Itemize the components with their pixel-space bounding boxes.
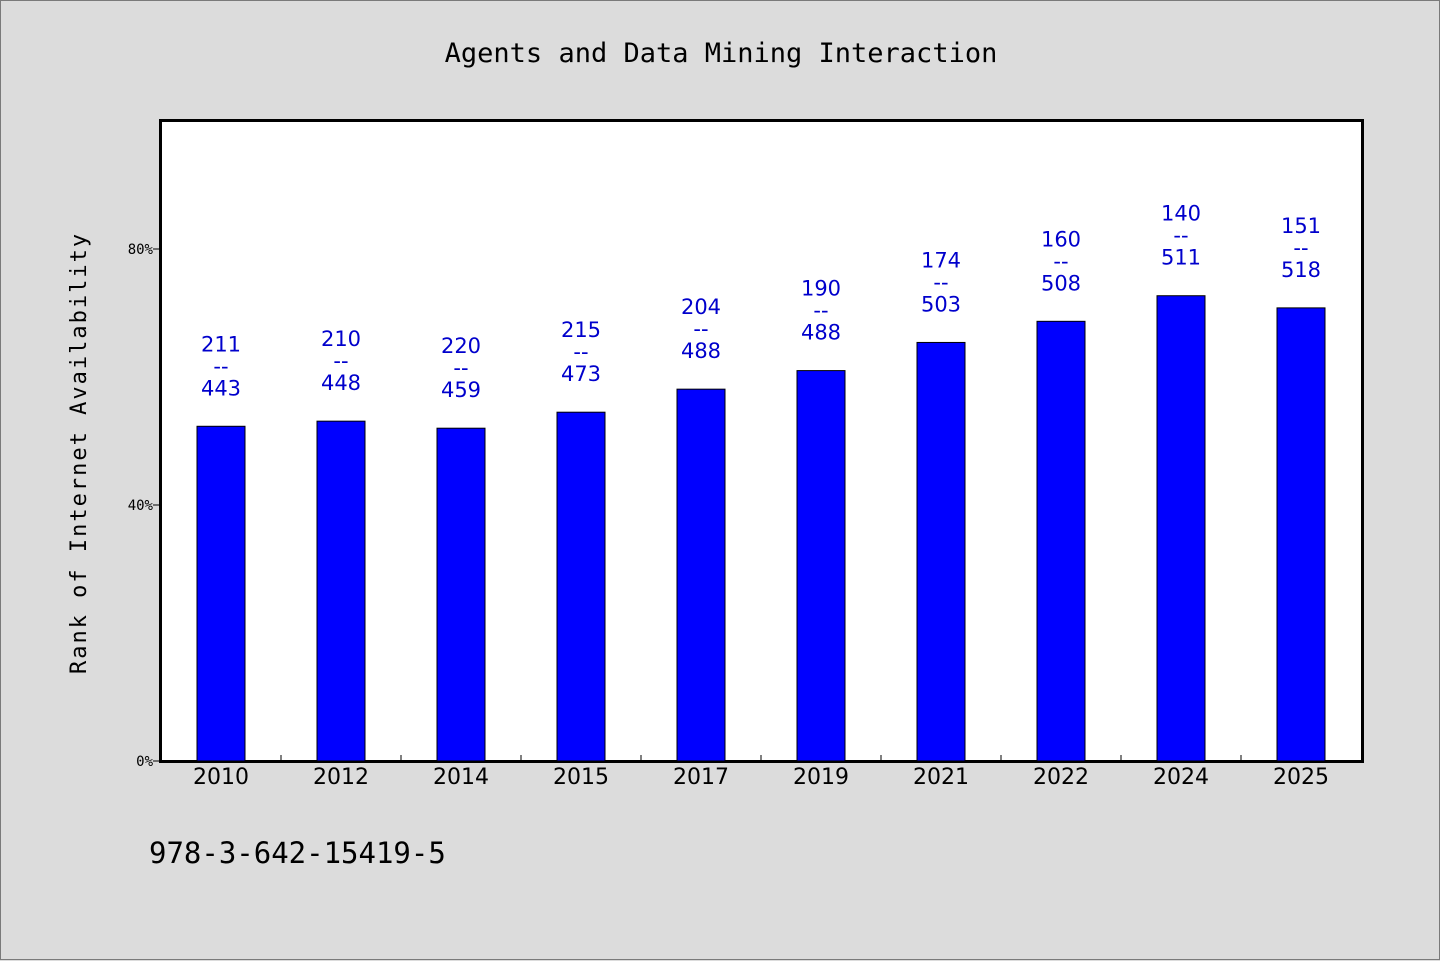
bar xyxy=(676,388,726,762)
bar-series xyxy=(196,295,1326,762)
data-label: 488 xyxy=(681,339,721,363)
data-label: -- xyxy=(453,356,468,380)
bar xyxy=(436,427,486,762)
bar xyxy=(1036,320,1086,762)
x-tick-label: 2015 xyxy=(553,765,609,790)
data-label: 151 xyxy=(1281,214,1321,238)
data-labels: 211--443210--448220--459215--473204--488… xyxy=(201,202,1321,402)
x-axis-labels: 2010 2012 2014 2015 2017 2019 2021 2022 2024 2025 xyxy=(193,765,1329,790)
x-tick-label: 2017 xyxy=(673,765,729,790)
isbn-footer: 978-3-642-15419-5 xyxy=(149,836,446,870)
data-label: 488 xyxy=(801,321,841,345)
data-label: -- xyxy=(573,340,588,364)
x-axis-ticks xyxy=(280,755,1242,761)
y-tick-label: 80% xyxy=(128,242,154,258)
data-label: -- xyxy=(1053,249,1068,273)
y-tick-label: 0% xyxy=(136,754,153,770)
data-label: -- xyxy=(1173,224,1188,248)
bar xyxy=(1156,295,1206,762)
y-axis-label: Rank of Internet Availability xyxy=(67,232,92,674)
data-label: 204 xyxy=(681,295,721,319)
x-tick-label: 2022 xyxy=(1033,765,1089,790)
data-label: -- xyxy=(693,317,708,341)
chart-title: Agents and Data Mining Interaction xyxy=(445,38,998,69)
data-label: 503 xyxy=(921,292,961,316)
x-tick-label: 2014 xyxy=(433,765,489,790)
x-tick-label: 2025 xyxy=(1273,765,1329,790)
bar xyxy=(916,341,966,762)
bar xyxy=(556,411,606,762)
bar xyxy=(1276,307,1326,762)
data-label: -- xyxy=(813,299,828,323)
data-label: 473 xyxy=(561,362,601,386)
data-label: 210 xyxy=(321,327,361,351)
y-axis-ticks: 0% 40% 80% xyxy=(128,242,161,770)
bar xyxy=(196,425,246,762)
data-label: -- xyxy=(933,270,948,294)
data-label: 443 xyxy=(201,376,241,400)
data-label: 220 xyxy=(441,334,481,358)
data-label: -- xyxy=(213,354,228,378)
data-label: 211 xyxy=(201,332,241,356)
data-label: 160 xyxy=(1041,227,1081,251)
data-label: 174 xyxy=(921,248,961,272)
x-tick-label: 2021 xyxy=(913,765,969,790)
data-label: 518 xyxy=(1281,258,1321,282)
x-tick-label: 2024 xyxy=(1153,765,1209,790)
data-label: -- xyxy=(1293,236,1308,260)
bar xyxy=(316,420,366,762)
data-label: 448 xyxy=(321,371,361,395)
data-label: 511 xyxy=(1161,246,1201,270)
y-tick-label: 40% xyxy=(128,498,154,514)
x-tick-label: 2019 xyxy=(793,765,849,790)
x-tick-label: 2012 xyxy=(313,765,369,790)
x-tick-label: 2010 xyxy=(193,765,249,790)
data-label: -- xyxy=(333,349,348,373)
data-label: 190 xyxy=(801,277,841,301)
data-label: 140 xyxy=(1161,202,1201,226)
data-label: 508 xyxy=(1041,271,1081,295)
data-label: 215 xyxy=(561,318,601,342)
bar xyxy=(796,370,846,762)
data-label: 459 xyxy=(441,378,481,402)
